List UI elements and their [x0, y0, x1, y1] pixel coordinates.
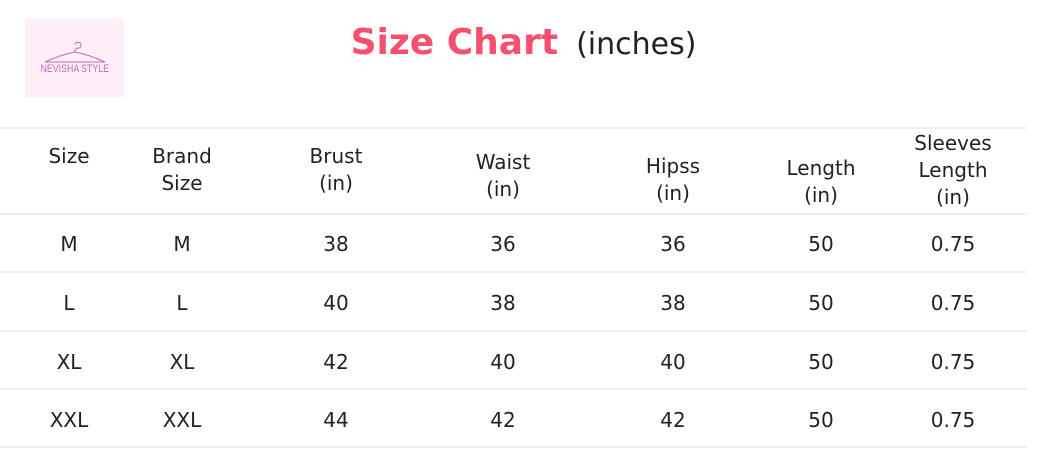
header-line: Brust — [309, 144, 363, 168]
header-line: Sleeves — [914, 130, 992, 155]
column-header: Length (in) — [787, 155, 856, 209]
table-cell: 42 — [323, 350, 349, 374]
table-cell: 40 — [323, 291, 349, 315]
header-line: Hipss — [645, 154, 701, 178]
table-cell: 0.75 — [930, 408, 976, 432]
table-cell: 50 — [808, 350, 834, 374]
table-cell: 36 — [660, 232, 686, 256]
table-cell: L — [176, 291, 188, 315]
column-header: Waist (in) — [476, 149, 531, 203]
column-header: Size — [48, 143, 89, 170]
table-cell: 50 — [808, 408, 834, 432]
row-divider — [0, 213, 1027, 215]
table-cell: XL — [56, 350, 82, 374]
table-cell: 0.75 — [930, 291, 976, 315]
table-cell: 50 — [808, 232, 834, 256]
table-cell: 40 — [490, 350, 516, 374]
page-title: Size Chart (inches) — [0, 22, 1047, 63]
header-line: (in) — [656, 181, 690, 205]
table-cell: M — [60, 232, 78, 256]
table-cell: 0.75 — [930, 232, 976, 256]
table-cell: 42 — [660, 408, 686, 432]
row-divider — [0, 127, 1027, 129]
table-cell: 42 — [490, 408, 516, 432]
table-cell: XXL — [162, 408, 202, 432]
table-cell: 38 — [323, 232, 349, 256]
column-header: Brand Size — [152, 143, 212, 197]
header-line: (in) — [486, 177, 520, 201]
column-header: Brust (in) — [310, 143, 363, 197]
header-line: Size — [48, 143, 90, 168]
title-main: Size Chart — [350, 22, 559, 63]
table-cell: 38 — [660, 291, 686, 315]
table-cell: L — [63, 291, 75, 315]
table-cell: 40 — [660, 350, 686, 374]
title-unit: (inches) — [576, 27, 697, 62]
header-line: (in) — [804, 183, 838, 207]
header-line: Length — [786, 156, 856, 180]
header-line: Brand — [152, 144, 212, 168]
header-line: (in) — [936, 184, 970, 209]
header-line: Waist — [475, 150, 531, 174]
table-cell: 36 — [490, 232, 516, 256]
table-cell: M — [173, 232, 191, 256]
brand-logo: NEVISHA STYLE — [25, 19, 124, 97]
table-cell: XXL — [49, 408, 89, 432]
row-divider — [0, 271, 1027, 273]
header-line: Length — [918, 157, 988, 182]
column-header: Sleeves Length (in) — [914, 130, 991, 211]
table-cell: 44 — [323, 408, 349, 432]
table-cell: 38 — [490, 291, 516, 315]
logo-text: NEVISHA STYLE — [40, 63, 109, 75]
column-header: Hipss (in) — [646, 153, 700, 207]
row-divider — [0, 330, 1027, 332]
table-cell: XL — [169, 350, 195, 374]
table-cell: 50 — [808, 291, 834, 315]
row-divider — [0, 388, 1027, 390]
header-line: (in) — [319, 171, 353, 195]
table-cell: 0.75 — [930, 350, 976, 374]
row-divider — [0, 446, 1027, 448]
header-line: Size — [161, 171, 203, 195]
hanger-icon — [44, 41, 105, 63]
